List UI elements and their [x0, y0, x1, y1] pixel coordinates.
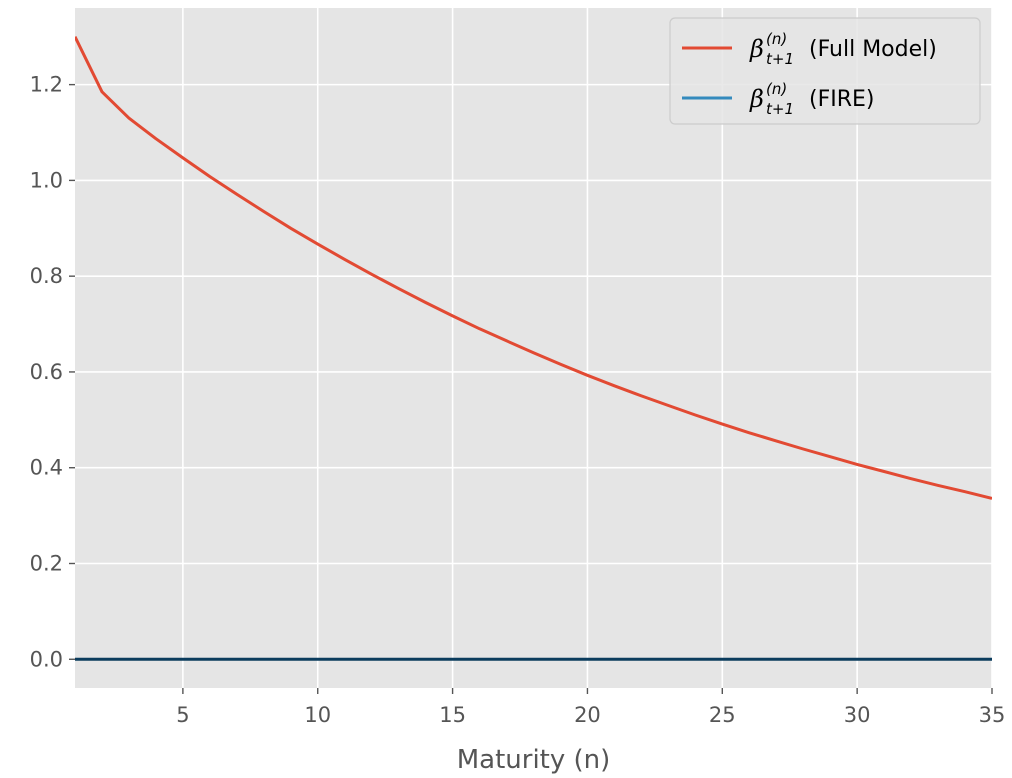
- x-tick-label: 5: [176, 703, 189, 727]
- y-tick-label: 0.6: [30, 360, 63, 384]
- legend-subscript: t+1: [766, 50, 794, 68]
- legend-superscript: (n): [766, 30, 787, 48]
- legend-superscript: (n): [766, 80, 787, 98]
- y-tick-label: 0.2: [30, 551, 63, 575]
- x-tick-label: 25: [709, 703, 736, 727]
- legend-symbol: β: [749, 85, 764, 113]
- x-axis-label: Maturity (n): [457, 745, 611, 775]
- x-tick-label: 20: [574, 703, 601, 727]
- x-axis-ticks: 5 10 15 20 25 30 35: [176, 688, 1005, 727]
- x-tick-label: 30: [844, 703, 871, 727]
- y-tick-label: 0.4: [30, 456, 63, 480]
- x-tick-label: 10: [304, 703, 331, 727]
- y-tick-label: 1.2: [30, 73, 63, 97]
- legend-symbol: β: [749, 35, 764, 63]
- legend-label-full-model: (Full Model): [809, 37, 937, 62]
- y-tick-label: 0.0: [30, 647, 63, 671]
- y-axis-ticks: 0.0 0.2 0.4 0.6 0.8 1.0 1.2: [30, 73, 75, 671]
- series-layer: [75, 36, 992, 661]
- y-tick-label: 1.0: [30, 168, 63, 192]
- legend-box: [669, 17, 981, 125]
- x-tick-label: 35: [979, 703, 1006, 727]
- legend-label-fire: (FIRE): [809, 87, 875, 112]
- y-tick-label: 0.8: [30, 264, 63, 288]
- legend: β (n)t+1 (Full Model)β (n)t+1 (FIRE): [669, 17, 981, 125]
- x-tick-label: 15: [439, 703, 466, 727]
- legend-subscript: t+1: [766, 100, 794, 118]
- series-line-full-model: [75, 36, 992, 500]
